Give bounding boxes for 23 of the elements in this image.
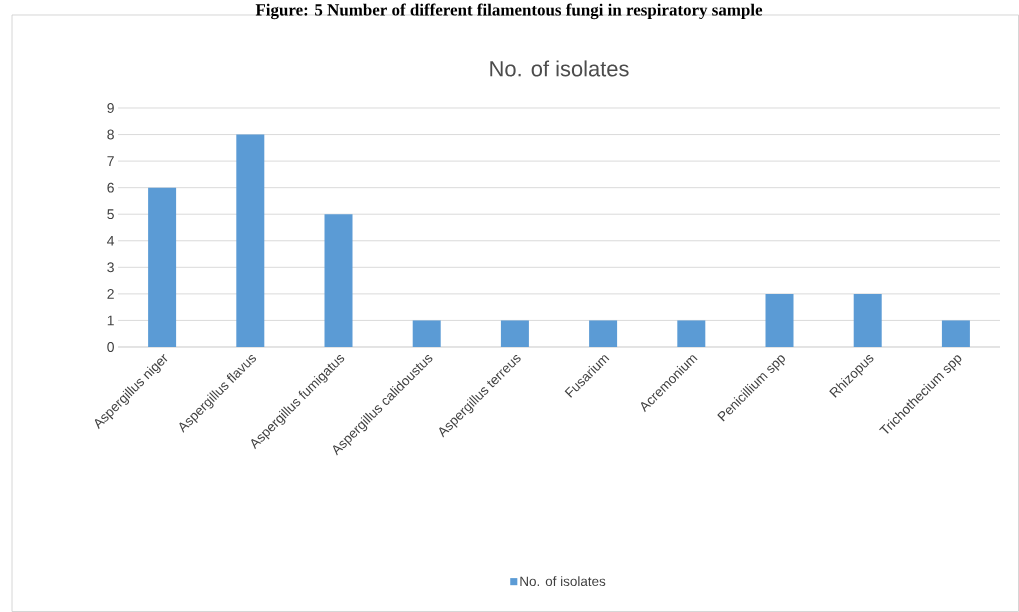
bar xyxy=(324,214,353,347)
bar xyxy=(765,293,794,347)
bar xyxy=(148,187,177,347)
y-tick-label: 2 xyxy=(107,289,114,299)
bar xyxy=(500,320,529,347)
legend-label: No. of isolates xyxy=(520,576,606,587)
bar xyxy=(412,320,441,347)
y-tick-label: 0 xyxy=(107,342,114,352)
y-tick-label: 4 xyxy=(107,235,115,246)
y-tick-label: 5 xyxy=(107,209,114,220)
text: Figure: 5 Number of different filamentous fungi in respiratory sample xyxy=(255,3,763,20)
y-tick-label: 6 xyxy=(107,182,114,193)
bar xyxy=(853,293,882,347)
bar xyxy=(677,320,706,347)
bar xyxy=(941,320,970,347)
y-tick-label: 1 xyxy=(107,315,114,326)
y-tick-label: 3 xyxy=(107,262,114,273)
y-tick-label: 8 xyxy=(107,129,114,140)
bar xyxy=(236,134,265,347)
y-tick-label: 9 xyxy=(107,103,114,113)
y-tick-label: 7 xyxy=(107,156,114,166)
bar xyxy=(589,320,618,347)
chart-title: No. of isolates xyxy=(490,60,629,77)
